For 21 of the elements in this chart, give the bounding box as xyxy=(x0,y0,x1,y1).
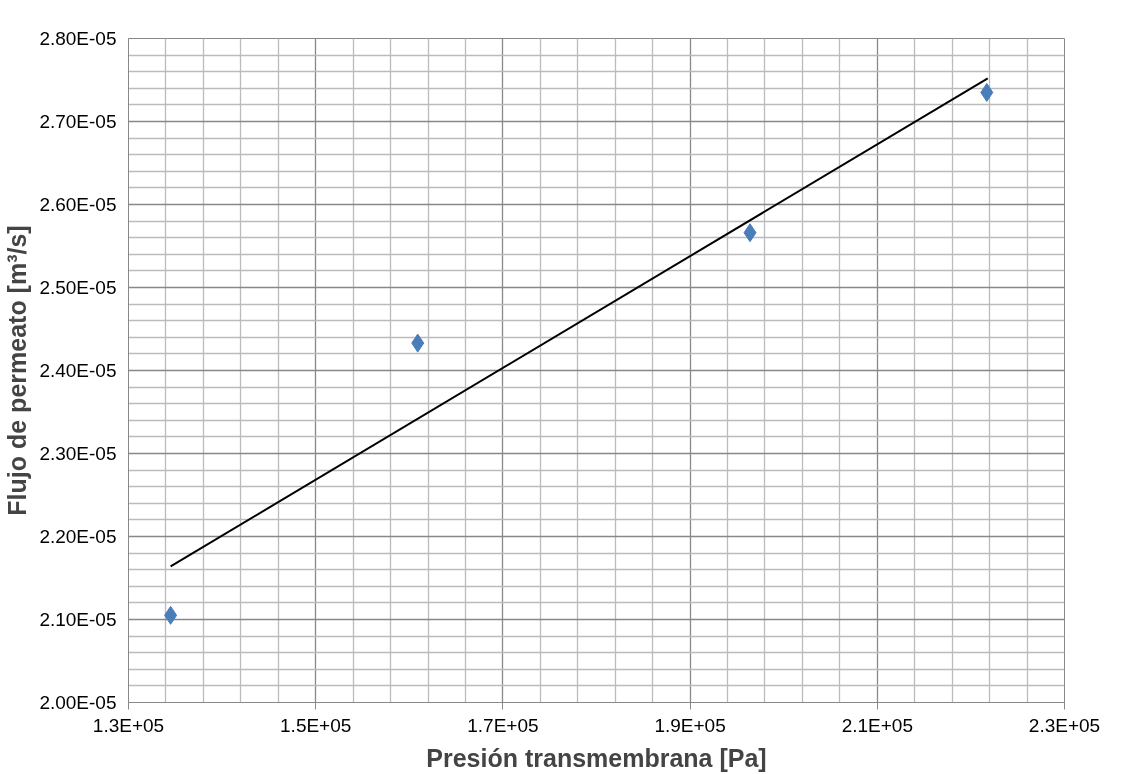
y-tick-label: 2.10E-05 xyxy=(39,609,117,630)
x-tick-label: 1.3E+05 xyxy=(92,714,165,736)
y-tick-label: 2.60E-05 xyxy=(39,194,117,215)
x-tick-label: 2.1E+05 xyxy=(841,714,913,736)
x-tick-label: 1.5E+05 xyxy=(280,714,352,736)
y-axis-title: Flujo de permeato [m³/s] xyxy=(3,225,32,516)
y-tick-label: 2.40E-05 xyxy=(39,360,117,381)
y-tick-label: 2.80E-05 xyxy=(39,28,117,49)
x-tick-label: 1.7E+05 xyxy=(467,714,539,736)
point xyxy=(164,605,178,625)
y-tick-label: 2.00E-05 xyxy=(39,692,117,713)
y-tick-label: 2.70E-05 xyxy=(39,111,117,132)
x-tick-label: 2.3E+05 xyxy=(1028,714,1101,736)
point xyxy=(980,82,994,102)
y-tick-label: 2.30E-05 xyxy=(39,443,117,464)
point xyxy=(411,333,425,353)
y-tick-label: 2.50E-05 xyxy=(39,277,117,298)
y-tick-label: 2.20E-05 xyxy=(39,526,117,547)
x-axis-title: Presión transmembrana [Pa] xyxy=(426,743,767,772)
point xyxy=(743,223,757,243)
x-tick-label: 1.9E+05 xyxy=(654,714,726,736)
